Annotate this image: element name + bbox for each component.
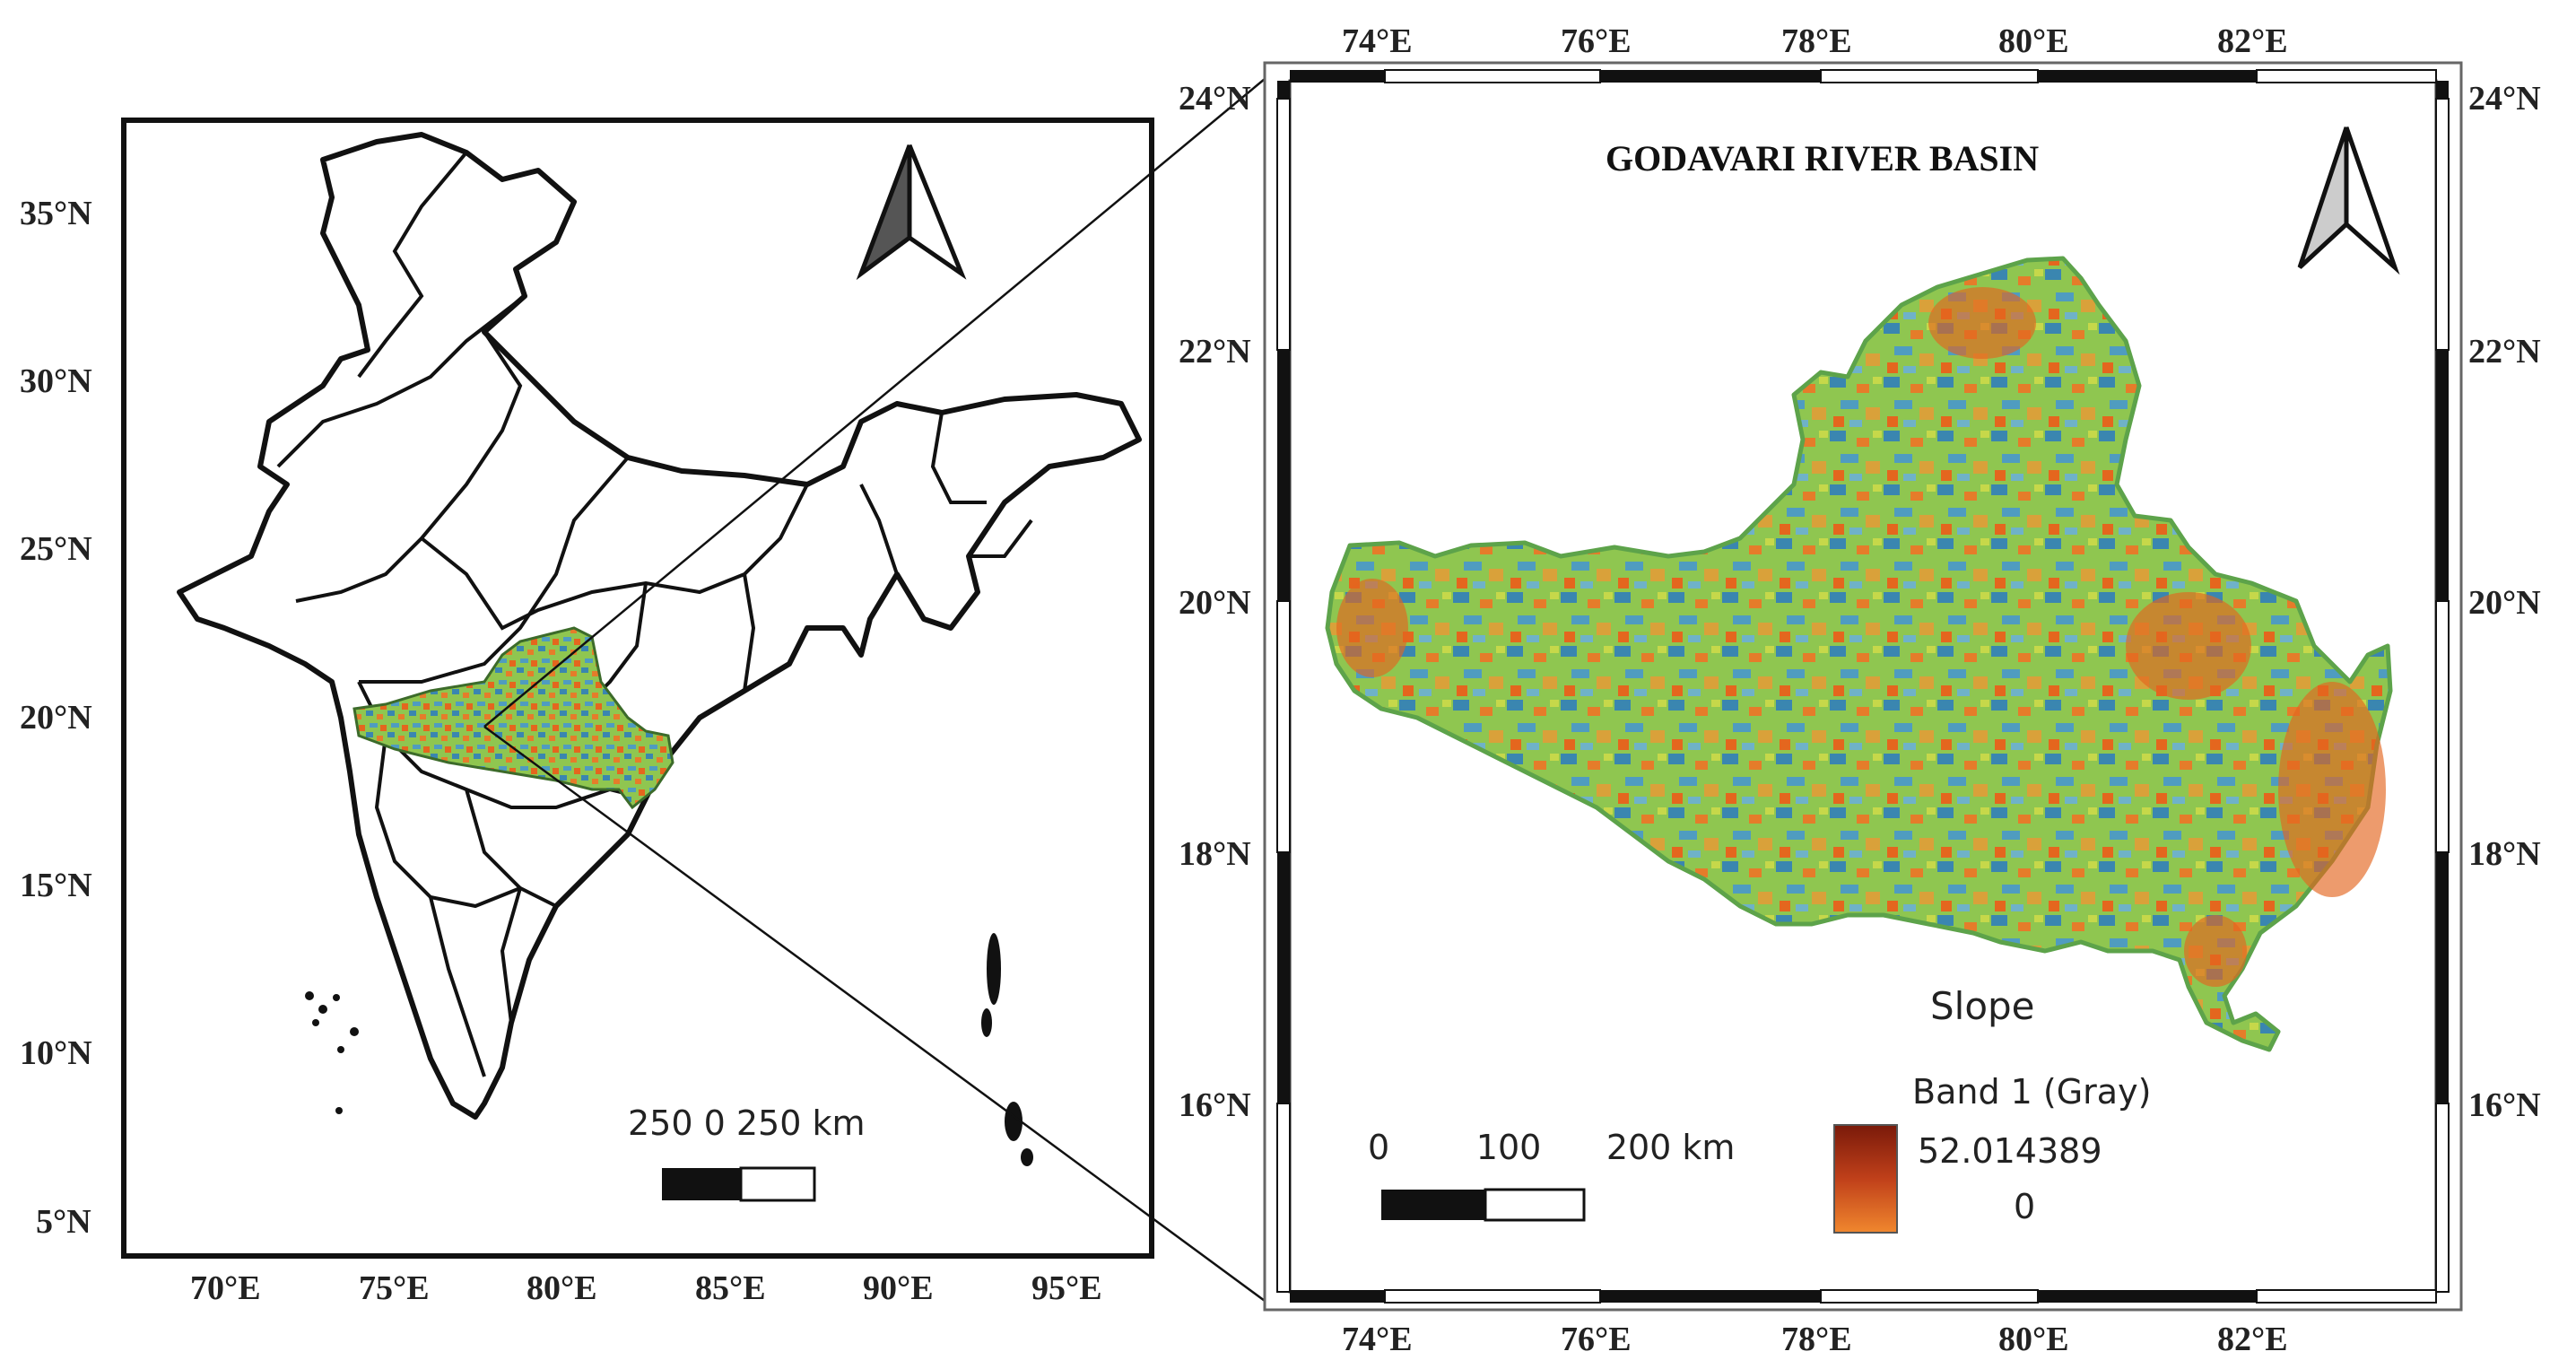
lat-label: 22°N bbox=[1179, 333, 1251, 371]
bottom-graticule-bar bbox=[1290, 1289, 2437, 1304]
lon-label: 74°E bbox=[1342, 22, 1413, 60]
legend-title: Slope bbox=[1930, 984, 2035, 1028]
legend-max-value: 52.014389 bbox=[1918, 1131, 2102, 1171]
lat-label: 20°N bbox=[2468, 584, 2541, 622]
india-scale-bar-black bbox=[662, 1168, 741, 1200]
islands bbox=[305, 933, 1033, 1166]
india-scale-bar-label: 250 0 250 km bbox=[628, 1103, 866, 1143]
godavari-basin-inset bbox=[352, 626, 674, 810]
basin-scale-bar-black bbox=[1381, 1190, 1485, 1220]
lon-label: 75°E bbox=[359, 1269, 430, 1307]
lon-label: 78°E bbox=[1781, 22, 1852, 60]
basin-lat-labels-left: 24°N 22°N 20°N 18°N 16°N bbox=[1179, 80, 1251, 1124]
top-graticule-bar bbox=[1290, 69, 2437, 83]
legend-min-value: 0 bbox=[2014, 1187, 2035, 1226]
lon-label: 82°E bbox=[2217, 1321, 2288, 1358]
lat-label: 25°N bbox=[20, 530, 92, 568]
lon-label: 82°E bbox=[2217, 22, 2288, 60]
lat-label: 35°N bbox=[20, 195, 92, 232]
lat-label: 10°N bbox=[20, 1034, 92, 1072]
india-lon-labels: 70°E 75°E 80°E 85°E 90°E 95°E bbox=[190, 1269, 1102, 1307]
lon-label: 90°E bbox=[863, 1269, 934, 1307]
legend-color-ramp bbox=[1833, 1124, 1898, 1234]
lat-label: 16°N bbox=[1179, 1086, 1251, 1124]
lat-label: 24°N bbox=[2468, 80, 2541, 118]
lat-label: 20°N bbox=[20, 699, 92, 737]
lon-label: 80°E bbox=[527, 1269, 597, 1307]
left-graticule-bar bbox=[1276, 81, 1291, 1293]
legend-band-label: Band 1 (Gray) bbox=[1912, 1072, 2151, 1112]
lat-label: 18°N bbox=[2468, 835, 2541, 873]
north-arrow-icon bbox=[2297, 126, 2400, 275]
basin-lon-labels-top: 74°E 76°E 78°E 80°E 82°E bbox=[1342, 22, 2288, 60]
state-boundaries bbox=[276, 151, 1033, 1077]
lon-label: 74°E bbox=[1342, 1321, 1413, 1358]
right-graticule-bar bbox=[2435, 81, 2450, 1293]
india-map-frame bbox=[121, 118, 1154, 1259]
zoom-connector-lines bbox=[483, 78, 1266, 1303]
basin-scale-bar-label: 0 100 200 km bbox=[1368, 1128, 1735, 1167]
lon-label: 70°E bbox=[190, 1269, 261, 1307]
lat-label: 18°N bbox=[1179, 835, 1251, 873]
lat-label: 5°N bbox=[36, 1203, 91, 1241]
basin-lat-labels-right: 24°N 22°N 20°N 18°N 16°N bbox=[2468, 80, 2541, 1124]
lat-label: 24°N bbox=[1179, 80, 1251, 118]
basin-outer-frame bbox=[1263, 61, 2463, 1312]
north-arrow-icon bbox=[856, 144, 967, 281]
basin-map-title: GODAVARI RIVER BASIN bbox=[1606, 138, 2039, 179]
lon-label: 80°E bbox=[1998, 22, 2069, 60]
lon-label: 95°E bbox=[1031, 1269, 1102, 1307]
basin-scale-bar-white bbox=[1484, 1188, 1586, 1222]
lon-label: 80°E bbox=[1998, 1321, 2069, 1358]
high-slope-zones bbox=[1336, 287, 2386, 987]
lat-label: 20°N bbox=[1179, 584, 1251, 622]
india-map-panel: 250 0 250 km 35°N 30°N 25°N 20°N 15°N 10… bbox=[20, 118, 1154, 1307]
lat-label: 15°N bbox=[20, 867, 92, 904]
india-scale-bar-white bbox=[739, 1166, 816, 1202]
basin-lon-labels-bottom: 74°E 76°E 78°E 80°E 82°E bbox=[1342, 1321, 2288, 1358]
lon-label: 78°E bbox=[1781, 1321, 1852, 1358]
lon-label: 76°E bbox=[1561, 1321, 1632, 1358]
lon-label: 85°E bbox=[695, 1269, 766, 1307]
lat-label: 22°N bbox=[2468, 333, 2541, 371]
lon-label: 76°E bbox=[1561, 22, 1632, 60]
lat-label: 16°N bbox=[2468, 1086, 2541, 1124]
india-lat-labels: 35°N 30°N 25°N 20°N 15°N 10°N 5°N bbox=[20, 195, 92, 1241]
basin-map-panel: GODAVARI RIVER BASIN 0 100 200 km Slope … bbox=[1179, 22, 2541, 1358]
legend: Slope Band 1 (Gray) 52.014389 0 bbox=[1833, 984, 2151, 1234]
india-outline bbox=[177, 132, 1142, 1120]
lat-label: 30°N bbox=[20, 362, 92, 400]
